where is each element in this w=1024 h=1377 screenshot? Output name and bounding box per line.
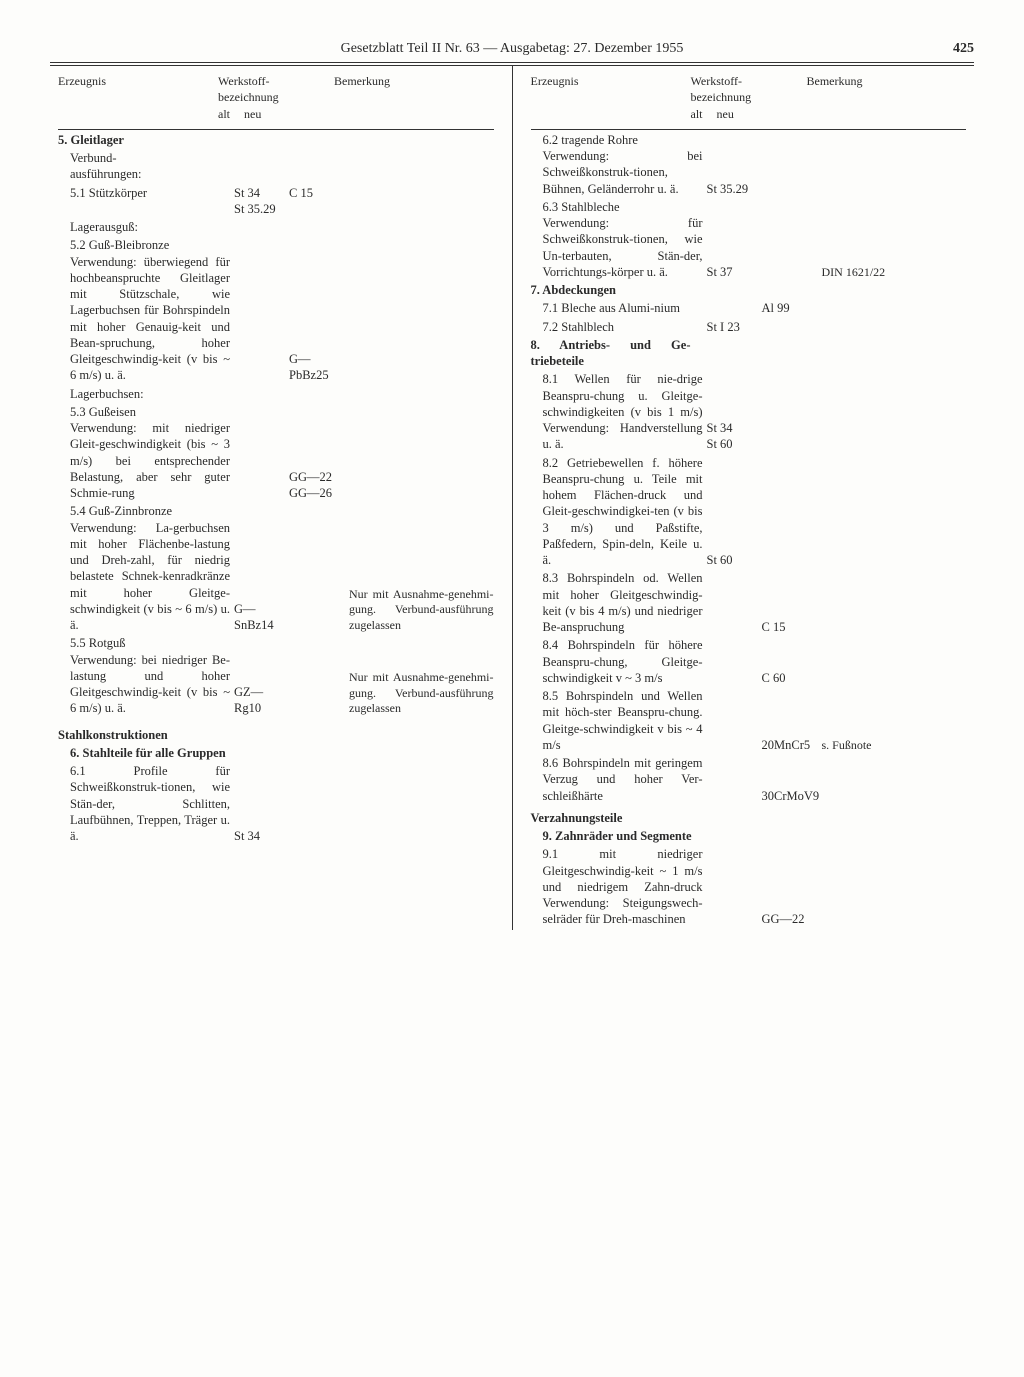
s51-neu: C 15 [289, 185, 349, 201]
right-column: Erzeugnis Werkstoff- bezeichnung alt neu… [513, 66, 975, 930]
hdr-bemerkung-r: Bemerkung [801, 74, 967, 123]
hdr-erzeugnis: Erzeugnis [58, 74, 218, 123]
s5-verbund: Verbund- ausführungen: [58, 150, 234, 183]
s84-neu: C 60 [762, 670, 822, 686]
section-5: 5. Gleitlager [58, 132, 222, 148]
s71: 7.1 Bleche aus Alumi-nium [531, 300, 707, 316]
s71-neu: Al 99 [762, 300, 822, 316]
s81-alt: St 34 St 60 [707, 420, 762, 453]
s62-alt: St 35.29 [707, 181, 762, 197]
s52: 5.2 Guß-Bleibronze Verwendung: überwiege… [58, 237, 234, 383]
hdr-werkstoff-r: Werkstoff- bezeichnung alt neu [691, 74, 801, 123]
lagerbuchsen: Lagerbuchsen: [58, 386, 234, 402]
hdr-werkstoff: Werkstoff- bezeichnung alt neu [218, 74, 328, 123]
s86-neu: 30CrMoV9 [762, 788, 822, 804]
s85-bem: s. Fußnote [822, 738, 967, 754]
s8: 8. Antriebs- und Ge-triebeteile [531, 337, 695, 370]
s72: 7.2 Stahlblech [531, 319, 707, 335]
s61-alt: St 34 [234, 828, 289, 844]
s82: 8.2 Getriebewellen f. höhere Beanspru-ch… [531, 455, 707, 569]
s9: 9. Zahnräder und Segmente [531, 828, 707, 844]
s86: 8.6 Bohrspindeln mit geringem Verzug und… [531, 755, 707, 804]
col-header-left: Erzeugnis Werkstoff- bezeichnung alt neu… [58, 66, 494, 130]
stahlkonstruktionen: Stahlkonstruktionen [58, 727, 222, 743]
hdr-bemerkung: Bemerkung [328, 74, 494, 123]
s53: 5.3 Gußeisen Verwendung: mit niedriger G… [58, 404, 234, 502]
s63-bem: DIN 1621/22 [822, 265, 967, 281]
s82-alt: St 60 [707, 552, 762, 568]
left-column: Erzeugnis Werkstoff- bezeichnung alt neu… [50, 66, 513, 930]
s85-neu: 20MnCr5 [762, 737, 822, 753]
s54: 5.4 Guß-Zinnbronze Verwendung: La-gerbuc… [58, 503, 234, 633]
s55: 5.5 Rotguß Verwendung: bei niedriger Be-… [58, 635, 234, 716]
s54-neu: G—SnBz14 [234, 601, 289, 634]
lagerausguss: Lagerausguß: [58, 219, 234, 235]
s85: 8.5 Bohrspindeln und Wellen mit höch-ste… [531, 688, 707, 753]
s55-bem: Nur mit Ausnahme-genehmi-gung. Verbund-a… [349, 670, 494, 717]
s63: 6.3 Stahlbleche Verwendung: für Schweißk… [531, 199, 707, 280]
s52-neu: G—PbBz25 [289, 351, 349, 384]
content-columns: Erzeugnis Werkstoff- bezeichnung alt neu… [50, 65, 974, 930]
hdr-erzeugnis-r: Erzeugnis [531, 74, 691, 123]
s84: 8.4 Bohrspindeln für höhere Beanspru-chu… [531, 637, 707, 686]
s83-neu: C 15 [762, 619, 822, 635]
verzahnungsteile: Verzahnungsteile [531, 810, 695, 826]
page-header: Gesetzblatt Teil II Nr. 63 — Ausgabetag:… [50, 40, 974, 63]
s91: 9.1 mit niedriger Gleitgeschwindig-keit … [531, 846, 707, 927]
s91-neu: GG—22 [762, 911, 822, 927]
s7: 7. Abdeckungen [531, 282, 695, 298]
s81: 8.1 Wellen für nie-drige Beanspru-chung … [531, 371, 707, 452]
s54-bem: Nur mit Ausnahme-genehmi-gung. Verbund-a… [349, 587, 494, 634]
s63-alt: St 37 [707, 264, 762, 280]
col-header-right: Erzeugnis Werkstoff- bezeichnung alt neu… [531, 66, 967, 130]
s51: 5.1 Stützkörper [58, 185, 234, 201]
s62: 6.2 tragende Rohre Verwendung: bei Schwe… [531, 132, 707, 197]
page-number: 425 [953, 40, 974, 58]
s61: 6.1 Profile für Schweißkonstruk-tionen, … [58, 763, 234, 844]
s55-neu: GZ—Rg10 [234, 684, 289, 717]
s51-alt: St 34 St 35.29 [234, 185, 289, 218]
s83: 8.3 Bohrspindeln od. Wellen mit hoher Gl… [531, 570, 707, 635]
s53-neu: GG—22 GG—26 [289, 469, 349, 502]
header-title: Gesetzblatt Teil II Nr. 63 — Ausgabetag:… [341, 41, 684, 56]
s72-alt: St I 23 [707, 319, 762, 335]
s6: 6. Stahlteile für alle Gruppen [58, 745, 234, 761]
